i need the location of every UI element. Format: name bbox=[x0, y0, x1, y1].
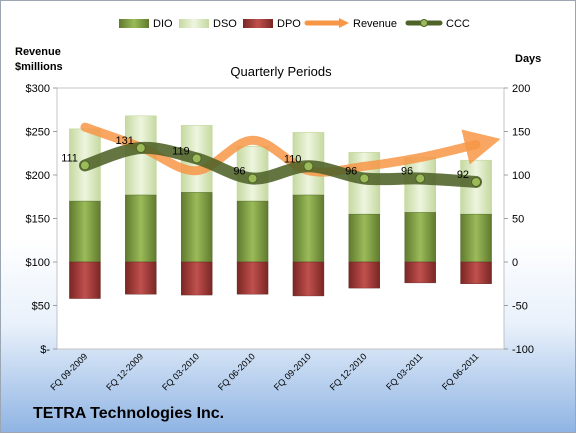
dpo-bar bbox=[348, 261, 381, 289]
x-axis-labels: FQ 09-2009 FQ 12-2009 FQ 03-2010 FQ 06-2010… bbox=[48, 351, 480, 392]
dpo-bar bbox=[236, 261, 269, 295]
x-axis-category-label: FQ 09-2010 bbox=[272, 351, 313, 392]
legend-arrow-revenue bbox=[339, 18, 349, 28]
right-axis-title: Days bbox=[515, 53, 541, 65]
legend-swatch-dpo bbox=[243, 19, 273, 28]
legend-label-dso: DSO bbox=[213, 18, 237, 30]
right-axis: -100 -50 0 50 100 150 200 bbox=[504, 83, 534, 356]
ccc-layer: 111 131 119 96 110 96 96 92 bbox=[61, 135, 483, 188]
left-axis-tick-label: $150 bbox=[26, 214, 50, 226]
right-axis-tick-label: 100 bbox=[512, 170, 530, 182]
company-name: TETRA Technologies Inc. bbox=[33, 405, 225, 422]
chart-title: Quarterly Periods bbox=[230, 64, 332, 79]
right-axis-tick-label: -50 bbox=[512, 301, 528, 313]
dio-bar bbox=[348, 213, 381, 263]
x-axis-category-label: FQ 12-2010 bbox=[328, 351, 369, 392]
ccc-point bbox=[471, 176, 482, 187]
ccc-point bbox=[303, 161, 314, 172]
right-axis-tick-label: 50 bbox=[512, 214, 524, 226]
legend-label-revenue: Revenue bbox=[353, 18, 397, 30]
ccc-point bbox=[79, 160, 90, 171]
left-axis: $- $50 $100 $150 $200 $250 $300 bbox=[26, 83, 57, 356]
right-axis-tick-label: 0 bbox=[512, 257, 518, 269]
dpo-bar bbox=[292, 261, 325, 297]
left-axis-tick-label: $50 bbox=[32, 301, 50, 313]
x-axis-category-label: FQ 03-2010 bbox=[160, 351, 201, 392]
ccc-point bbox=[191, 153, 202, 164]
ccc-data-label: 96 bbox=[345, 165, 357, 177]
left-axis-tick-label: $200 bbox=[26, 170, 50, 182]
right-axis-tick-label: 150 bbox=[512, 127, 530, 139]
dio-bar bbox=[125, 194, 157, 263]
dio-bar bbox=[404, 212, 436, 263]
legend-swatch-dso bbox=[179, 19, 209, 28]
dio-bar bbox=[460, 213, 492, 263]
ccc-point bbox=[135, 143, 146, 154]
x-axis-category-label: FQ 06-2010 bbox=[216, 351, 257, 392]
left-axis-tick-label: $250 bbox=[26, 127, 50, 139]
ccc-data-label: 92 bbox=[457, 169, 469, 181]
legend-label-dpo: DPO bbox=[277, 18, 301, 30]
dpo-bar bbox=[69, 261, 101, 299]
left-axis-title-line1: Revenue bbox=[15, 46, 61, 58]
x-axis-category-label: FQ 12-2009 bbox=[104, 351, 145, 392]
dio-bar bbox=[292, 194, 325, 263]
legend-label-dio: DIO bbox=[153, 18, 173, 30]
left-axis-title-line2: $millions bbox=[15, 61, 63, 73]
right-axis-tick-label: 200 bbox=[512, 83, 530, 95]
dso-bar bbox=[404, 157, 436, 213]
ccc-point bbox=[359, 173, 370, 184]
ccc-data-label: 131 bbox=[115, 135, 133, 147]
x-axis-category-label: FQ 09-2009 bbox=[48, 351, 89, 392]
left-axis-tick-label: $300 bbox=[26, 83, 50, 95]
ccc-data-label: 96 bbox=[401, 165, 413, 177]
dpo-bar bbox=[125, 261, 157, 295]
ccc-data-label: 96 bbox=[233, 165, 245, 177]
dpo-bar bbox=[460, 261, 492, 284]
ccc-data-label: 111 bbox=[61, 152, 78, 164]
legend: DIO DSO DPO Revenue CCC bbox=[119, 18, 470, 30]
legend-swatch-dio bbox=[119, 19, 149, 28]
legend-marker-ccc bbox=[420, 19, 428, 27]
plot-area bbox=[56, 87, 505, 350]
left-axis-tick-label: $- bbox=[40, 344, 50, 356]
left-axis-tick-label: $100 bbox=[26, 257, 50, 269]
x-axis-category-label: FQ 03-2011 bbox=[384, 351, 425, 392]
dpo-bar bbox=[180, 261, 213, 296]
ccc-data-label: 119 bbox=[172, 145, 190, 157]
dio-bar bbox=[236, 200, 269, 263]
ccc-data-label: 110 bbox=[284, 153, 302, 165]
right-axis-tick-label: -100 bbox=[512, 344, 534, 356]
dio-bar bbox=[180, 192, 213, 263]
dpo-bar bbox=[404, 261, 436, 284]
x-axis-category-label: FQ 06-2011 bbox=[440, 351, 481, 392]
ccc-point bbox=[415, 173, 426, 184]
legend-label-ccc: CCC bbox=[446, 18, 470, 30]
dio-bar bbox=[69, 200, 101, 263]
ccc-point bbox=[247, 173, 258, 184]
